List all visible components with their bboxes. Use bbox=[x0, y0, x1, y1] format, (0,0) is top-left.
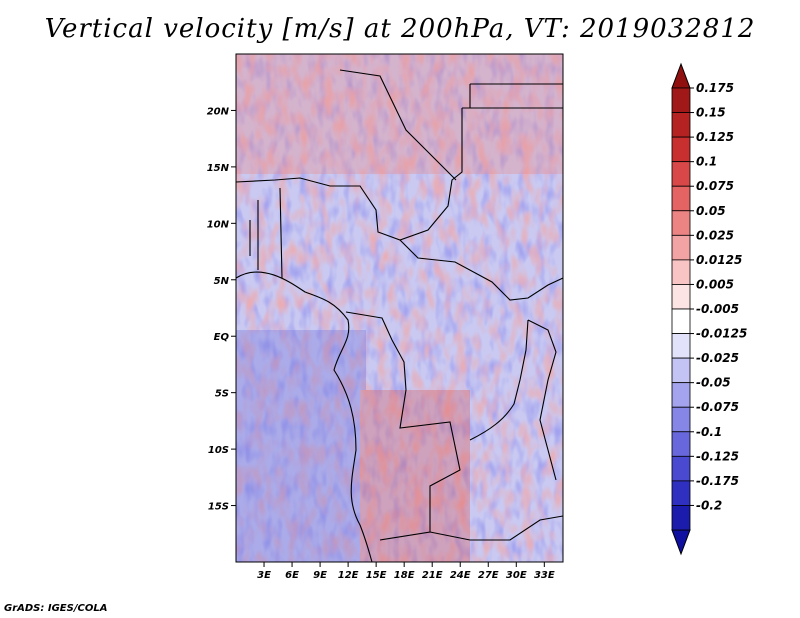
lat-tick-label: 10N bbox=[207, 219, 230, 230]
lon-tick-label: 3E bbox=[257, 570, 271, 581]
colorbar-segment bbox=[671, 185, 691, 212]
colorbar-segment bbox=[671, 333, 691, 359]
lon-tick-label: 33E bbox=[534, 570, 555, 581]
sahel-border bbox=[236, 108, 463, 241]
lon-tick-label: 30E bbox=[506, 570, 527, 581]
congo-angola-border bbox=[345, 311, 461, 541]
colorbar-segment bbox=[671, 505, 691, 531]
colorbar-label: -0.175 bbox=[696, 474, 739, 488]
colorbar-label: 0.1 bbox=[696, 155, 717, 169]
colorbar-segment bbox=[671, 210, 691, 236]
colorbar-segment bbox=[671, 357, 691, 384]
lon-tick-label: 15E bbox=[366, 570, 387, 581]
lat-tick-label: 15N bbox=[207, 163, 230, 174]
colorbar-label: -0.005 bbox=[696, 302, 739, 316]
colorbar-label: 0.175 bbox=[696, 81, 734, 95]
velocity-field bbox=[235, 53, 564, 563]
lon-tick-label: 18E bbox=[394, 570, 415, 581]
lon-tick-label: 12E bbox=[338, 570, 359, 581]
latitude-axis: 20N 15N 10N 5N EQ 5S 10S 15S bbox=[207, 106, 236, 513]
colorbar-label: 0.125 bbox=[696, 130, 734, 144]
north-red-region bbox=[236, 54, 563, 174]
car-border bbox=[399, 239, 563, 301]
colorbar-label: 0.075 bbox=[696, 179, 734, 193]
south-red-region bbox=[360, 390, 470, 562]
lat-tick-label: 15S bbox=[208, 502, 229, 513]
colorbar: 0.175 0.15 0.125 0.1 0.075 0.05 0.025 0.0125 0.0… bbox=[671, 62, 747, 556]
colorbar-label: -0.1 bbox=[696, 425, 722, 439]
lon-tick-label: 21E bbox=[422, 570, 443, 581]
colorbar-label: -0.0125 bbox=[696, 327, 747, 341]
colorbar-label: -0.125 bbox=[696, 449, 739, 463]
colorbar-segment bbox=[671, 112, 691, 138]
colorbar-label: 0.15 bbox=[696, 106, 726, 120]
lat-tick-label: 5S bbox=[215, 389, 229, 400]
colorbar-segment bbox=[671, 431, 691, 457]
colorbar-label: -0.075 bbox=[696, 400, 739, 414]
colorbar-segment bbox=[671, 161, 691, 187]
colorbar-top-arrow bbox=[671, 62, 691, 89]
colorbar-segment bbox=[671, 480, 691, 506]
niger-chad-border bbox=[339, 69, 457, 181]
lat-tick-label: 10S bbox=[208, 445, 229, 456]
west-africa-borders bbox=[249, 187, 283, 279]
colorbar-segment bbox=[671, 406, 691, 433]
lon-tick-label: 24E bbox=[450, 570, 471, 581]
country-boundaries bbox=[236, 69, 563, 562]
coastline bbox=[236, 271, 373, 562]
colorbar-segment bbox=[671, 382, 691, 408]
map-frame bbox=[235, 53, 564, 563]
longitude-axis: 3E 6E 9E 12E 15E 18E 21E 24E 27E 30E 33E bbox=[257, 562, 555, 581]
lon-tick-label: 6E bbox=[285, 570, 299, 581]
egypt-sudan-border bbox=[462, 83, 563, 109]
lon-tick-label: 9E bbox=[313, 570, 327, 581]
east-africa-border bbox=[527, 319, 557, 481]
colorbar-segment bbox=[671, 284, 691, 310]
southwest-blue-region bbox=[236, 330, 366, 562]
colorbar-bottom-arrow bbox=[671, 529, 691, 556]
colorbar-segment bbox=[671, 259, 691, 285]
lon-tick-label: 27E bbox=[478, 570, 499, 581]
lat-tick-label: 20N bbox=[207, 106, 230, 117]
lat-tick-label: EQ bbox=[214, 332, 230, 343]
colorbar-label: 0.025 bbox=[696, 228, 734, 242]
colorbar-label: 0.05 bbox=[696, 204, 726, 218]
colorbar-label: -0.2 bbox=[696, 498, 722, 512]
great-lakes-border bbox=[469, 319, 529, 441]
colorbar-segment bbox=[671, 308, 691, 334]
colorbar-segment bbox=[671, 87, 691, 113]
colorbar-segment bbox=[671, 136, 691, 163]
velocity-texture bbox=[236, 54, 563, 562]
map-title: Vertical velocity [m/s] at 200hPa, VT: 2… bbox=[44, 14, 756, 44]
colorbar-label: -0.025 bbox=[696, 351, 739, 365]
colorbar-segment bbox=[671, 455, 691, 482]
colorbar-segment bbox=[671, 234, 691, 261]
colorbar-label: 0.0125 bbox=[696, 253, 742, 267]
colorbar-label: -0.05 bbox=[696, 376, 731, 390]
grads-credit: GrADS: IGES/COLA bbox=[4, 603, 108, 614]
colorbar-label: 0.005 bbox=[696, 277, 734, 291]
lat-tick-label: 5N bbox=[214, 276, 230, 287]
zambia-border bbox=[429, 515, 563, 541]
